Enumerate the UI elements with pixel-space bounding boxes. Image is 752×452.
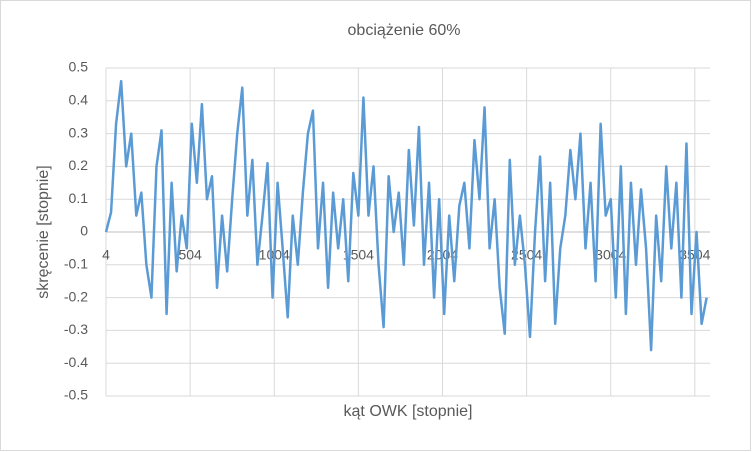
y-tick-label: 0.4 [69, 92, 89, 108]
y-axis-title: skręcenie [stopnie] [35, 165, 52, 298]
chart-title: obciążenie 60% [348, 22, 461, 39]
y-tick-label: 0.3 [69, 124, 89, 140]
y-tick-label: -0.2 [64, 288, 88, 304]
y-tick-label: -0.5 [64, 387, 88, 403]
y-tick-label: 0 [80, 223, 88, 239]
y-tick-label: 0.1 [69, 190, 89, 206]
y-tick-label: -0.1 [64, 256, 88, 272]
y-tick-label: 0.2 [69, 157, 89, 173]
x-tick-label: 4 [102, 247, 110, 263]
x-axis-title: kąt OWK [stopnie] [344, 403, 473, 420]
y-tick-label: 0.5 [69, 59, 89, 75]
x-tick-label: 3004 [595, 247, 626, 263]
x-tick-label: 504 [178, 247, 202, 263]
y-tick-label: -0.4 [64, 354, 88, 370]
data-line [104, 79, 708, 352]
y-tick-label: -0.3 [64, 321, 88, 337]
